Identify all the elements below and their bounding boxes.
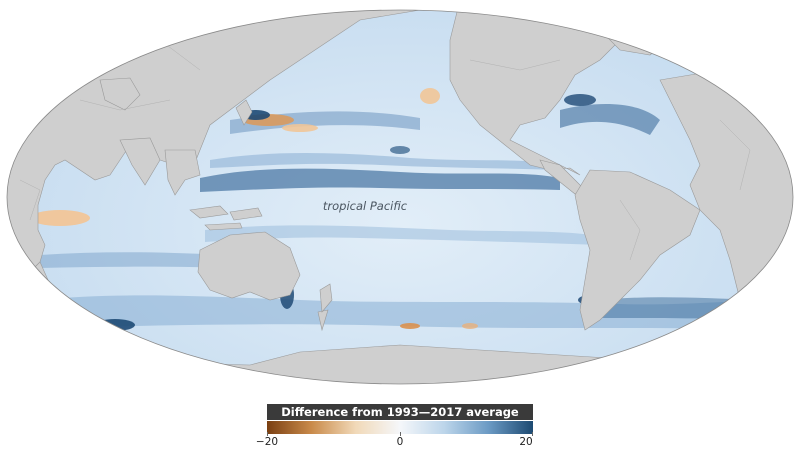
legend-tick-max: 20 <box>519 436 533 448</box>
australia <box>197 231 301 301</box>
southeast-asia <box>164 149 201 196</box>
globe-outline <box>6 9 794 385</box>
legend-tick-min-mark <box>267 432 268 436</box>
south-america <box>574 169 701 331</box>
legend-color-bar <box>267 421 533 434</box>
legend-title: Difference from 1993—2017 average (cm) <box>267 404 533 435</box>
legend-tick-zero: 0 <box>396 436 404 448</box>
tropical-pacific-label: tropical Pacific <box>322 199 408 213</box>
arabian-peninsula <box>99 77 141 111</box>
legend-tick-max-mark <box>532 432 533 436</box>
indonesia-islands <box>189 205 263 231</box>
new-zealand <box>317 283 333 332</box>
legend-tick-min: −20 <box>255 436 279 448</box>
legend-tick-zero-mark <box>400 432 401 436</box>
japan <box>235 99 253 126</box>
indian-subcontinent <box>119 137 161 186</box>
